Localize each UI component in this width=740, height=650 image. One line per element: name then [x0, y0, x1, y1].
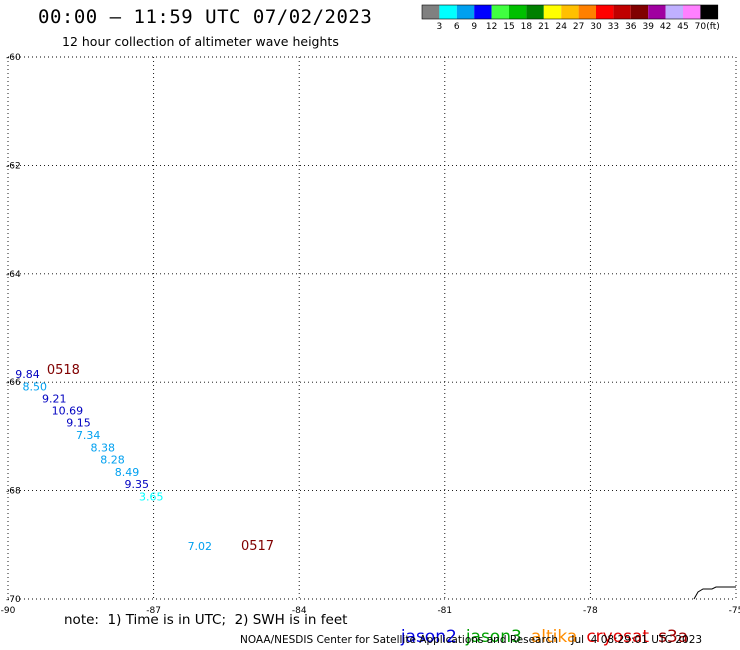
scale-border — [421, 4, 719, 20]
scale-swatch — [648, 5, 666, 19]
scale-swatch — [665, 5, 683, 19]
wave-height-label: 9.15 — [66, 417, 91, 430]
scale-unit-label: (ft) — [706, 22, 720, 32]
lat-tick-label: -62 — [6, 161, 21, 171]
coastline — [693, 586, 736, 600]
scale-swatch — [456, 5, 475, 19]
lat-tick-label: -68 — [6, 487, 21, 497]
lon-tick-label: -87 — [146, 606, 161, 616]
satellite-altika: altika — [530, 627, 578, 647]
satellite-jason3: jason3 — [465, 627, 522, 647]
lon-tick-label: -78 — [583, 606, 598, 616]
lat-tick-label: -66 — [6, 378, 21, 388]
scale-swatch — [543, 5, 562, 19]
lon-tick-label: -81 — [437, 606, 452, 616]
scale-tick-label: 39 — [642, 22, 654, 32]
wave-height-label: 8.50 — [23, 380, 47, 393]
color-scale-legend: 3 6 9 12 15 18 21 24 27 30 33 36 39 42 45 70 (ft) — [421, 4, 720, 32]
wave-height-label: 9.21 — [42, 392, 66, 405]
scale-tick-label: 36 — [625, 22, 637, 32]
scale-swatch — [578, 5, 596, 19]
lon-tick-label: -75 — [729, 606, 740, 616]
lon-tick-label: -84 — [292, 606, 307, 616]
lon-tick-label: -90 — [1, 606, 16, 616]
scale-tick-label: 42 — [660, 22, 671, 32]
wave-height-label: 8.49 — [115, 466, 140, 479]
scale-swatch — [422, 5, 440, 19]
scale-tick-label: 33 — [608, 22, 619, 32]
scale-tick-label: 6 — [454, 22, 460, 32]
scale-swatch — [526, 5, 544, 19]
satellite-jason2: jason2 — [400, 627, 457, 647]
wave-height-label: 3.65 — [139, 490, 164, 503]
scale-tick-label: 15 — [503, 22, 514, 32]
lat-tick-label: -60 — [6, 53, 21, 63]
wave-height-label: 7.02 — [188, 540, 213, 553]
wave-height-label: 10.69 — [52, 405, 84, 418]
scale-swatch — [613, 5, 631, 19]
scale-tick-label: 24 — [555, 22, 567, 32]
scale-tick-label: 9 — [471, 22, 477, 32]
wave-height-label: 8.28 — [100, 454, 125, 467]
scale-swatch — [561, 5, 579, 19]
map-title: 00:00 – 11:59 UTC 07/02/2023 — [38, 6, 373, 28]
satellite-legend: jason2 jason3 altika cryosat s3a — [390, 607, 697, 647]
scale-swatch — [439, 5, 457, 19]
credit-line: NOAA/NESDIS Center for Satellite Applica… — [240, 634, 703, 646]
scale-swatch — [491, 5, 509, 19]
scale-tick-label: 70 — [695, 22, 707, 32]
scale-tick-label: 27 — [573, 22, 584, 32]
map-subtitle: 12 hour collection of altimeter wave hei… — [62, 34, 339, 49]
lat-tick-label: -64 — [6, 270, 21, 280]
wave-height-label: 8.38 — [91, 442, 116, 455]
scale-tick-label: 45 — [677, 22, 688, 32]
scale-swatch — [509, 5, 527, 19]
satellite-s3a: s3a — [658, 627, 689, 647]
scale-swatch — [700, 5, 718, 19]
wave-height-label: 9.84 — [15, 368, 40, 381]
footer-note: note: 1) Time is in UTC; 2) SWH is in fe… — [64, 612, 348, 628]
scale-tick-label: 12 — [486, 22, 497, 32]
wave-height-label: 9.35 — [124, 478, 149, 491]
pass-time-label: 0518 — [47, 363, 80, 378]
satellite-cryosat: cryosat — [586, 627, 650, 647]
scale-swatch — [630, 5, 649, 19]
scale-swatch — [474, 5, 492, 19]
scale-tick-label: 21 — [538, 22, 549, 32]
scale-tick-label: 30 — [590, 22, 602, 32]
scale-tick-label: 18 — [521, 22, 533, 32]
scale-tick-label: 3 — [437, 22, 443, 32]
wave-height-label: 7.34 — [76, 429, 101, 442]
lat-tick-label: -70 — [6, 595, 21, 605]
scale-swatch — [683, 5, 701, 19]
pass-time-label: 0517 — [241, 539, 274, 554]
scale-swatch — [596, 5, 614, 19]
